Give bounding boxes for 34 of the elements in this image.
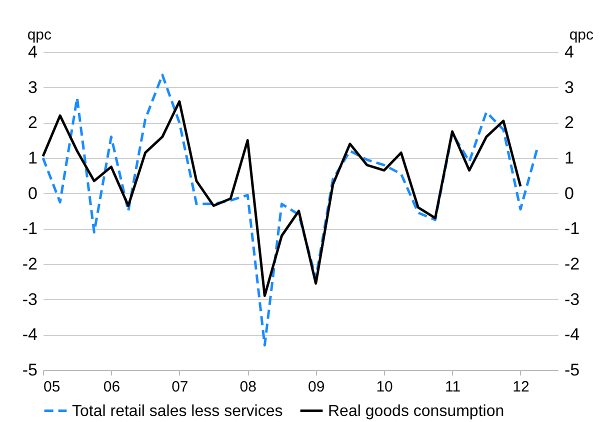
y2-tick-label: -5 [564, 360, 580, 380]
y2-tick-label: -1 [564, 219, 580, 238]
x-tick-label: 10 [376, 378, 393, 396]
y-tick-label: 3 [28, 78, 38, 97]
x-tick-label: 05 [44, 378, 60, 396]
y2-tick-label: 0 [564, 184, 574, 203]
line-series [42, 100, 522, 298]
y-tick-label: 2 [28, 113, 38, 132]
legend-label: Real goods consumption [328, 402, 504, 420]
x-tick-label: 07 [172, 378, 188, 396]
y-tick-label: -5 [22, 360, 38, 380]
y2-tick-label: 2 [564, 113, 574, 132]
y2-tick-label: 1 [564, 148, 574, 168]
y-tick-label: -1 [22, 219, 38, 238]
y2-axis-title: qpc [569, 26, 594, 44]
y-tick-label: 4 [28, 42, 38, 62]
y-tick-label: -2 [22, 254, 38, 274]
y-axis-title: qpc [27, 26, 52, 44]
y2-tick-label: -4 [564, 325, 580, 344]
y-tick-label: -3 [22, 290, 38, 309]
y2-tick-label: -2 [564, 254, 580, 274]
y-tick-label: 1 [28, 148, 38, 168]
x-tick-label: 06 [103, 378, 120, 396]
y2-tick-label: 3 [564, 78, 574, 97]
y2-tick-label: 4 [564, 42, 574, 62]
x-tick-label: 09 [308, 378, 325, 396]
y-tick-label: -4 [22, 325, 38, 344]
y-tick-label: 0 [28, 184, 38, 203]
x-tick-label: 08 [240, 378, 256, 396]
x-tick-label: 11 [444, 378, 461, 396]
y2-tick-label: -3 [564, 290, 580, 309]
x-tick-label: 12 [512, 378, 530, 396]
legend-label: Total retail sales less services [72, 402, 283, 420]
line-series [42, 74, 539, 347]
